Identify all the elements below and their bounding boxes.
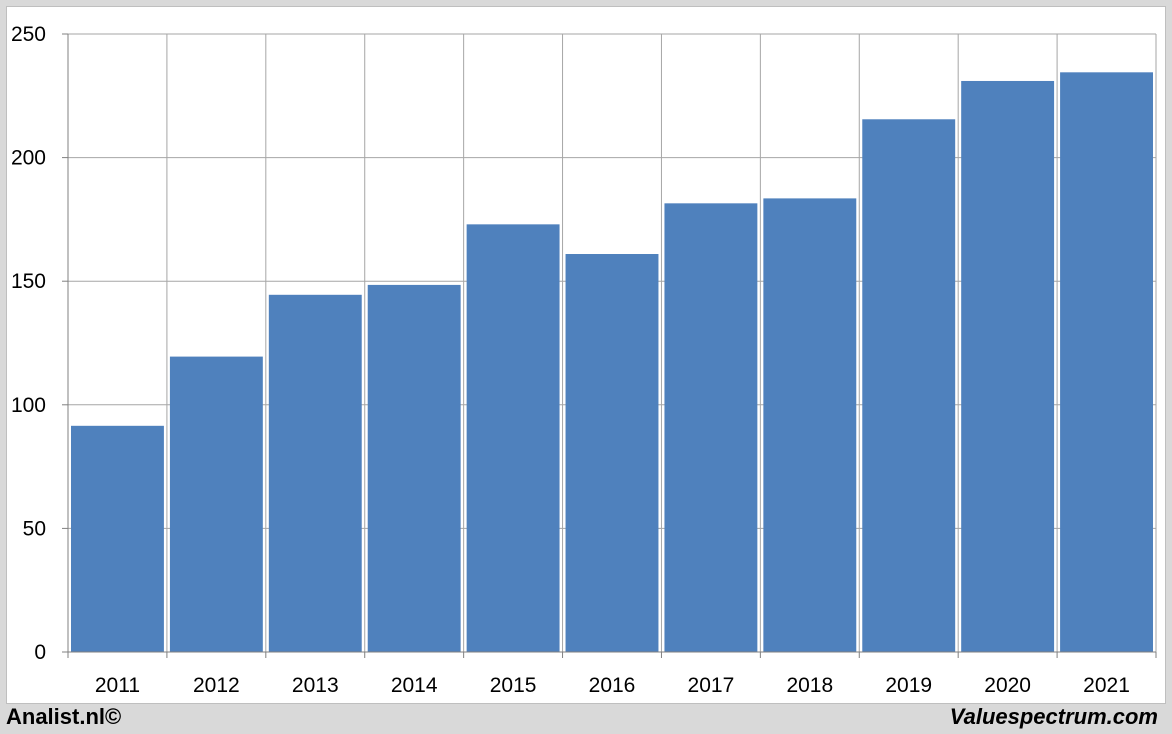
bar-2019 <box>862 119 956 652</box>
bar-2012 <box>169 356 263 652</box>
x-tick-label: 2018 <box>786 674 833 697</box>
bar-2017 <box>664 203 758 652</box>
x-tick-label: 2017 <box>688 674 735 697</box>
x-tick-label: 2011 <box>95 674 140 697</box>
y-tick-label: 0 <box>34 641 46 664</box>
y-tick-label: 50 <box>23 517 46 540</box>
bar-2018 <box>763 198 857 652</box>
footer-right-credit: Valuespectrum.com <box>949 704 1158 729</box>
bar-2014 <box>367 284 461 652</box>
tick-labels: 0 50 100 150 200 250 2011 2012 2013 2014 2015 2016 2… <box>11 23 1130 697</box>
bar-2021 <box>1060 72 1153 653</box>
bar-2011 <box>71 425 164 652</box>
bars <box>71 72 1153 653</box>
x-tick-label: 2015 <box>490 674 537 697</box>
bar-2015 <box>466 224 560 652</box>
x-tick-label: 2012 <box>193 674 240 697</box>
bar-2016 <box>565 254 659 652</box>
x-tick-label: 2020 <box>984 674 1031 697</box>
y-tick-label: 250 <box>11 23 46 46</box>
x-tick-label: 2019 <box>885 674 932 697</box>
x-tick-label: 2021 <box>1083 674 1130 697</box>
footer-left-credit: Analist.nl© <box>6 704 122 729</box>
y-tick-label: 150 <box>11 270 46 293</box>
bar-2020 <box>961 80 1055 652</box>
x-tick-label: 2013 <box>292 674 339 697</box>
bar-2013 <box>268 294 362 652</box>
y-tick-label: 100 <box>11 394 46 417</box>
x-tick-label: 2016 <box>589 674 636 697</box>
y-tick-label: 200 <box>11 147 46 170</box>
x-tick-label: 2014 <box>391 674 438 697</box>
axes <box>62 33 1157 658</box>
